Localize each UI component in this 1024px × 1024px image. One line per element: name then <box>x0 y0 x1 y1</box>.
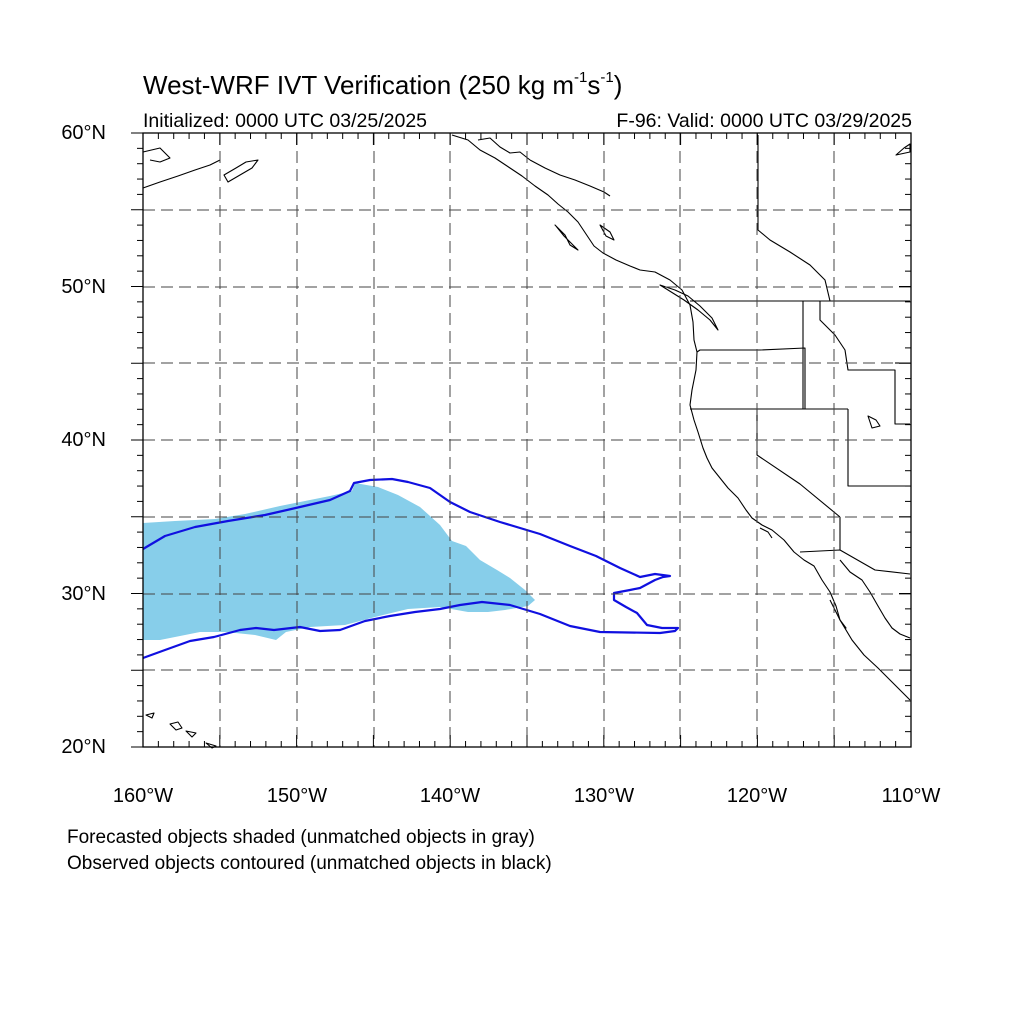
observed-note: Observed objects contoured (unmatched ob… <box>67 853 552 874</box>
graticule <box>143 133 911 747</box>
lon-label-110w: 110°W <box>881 785 941 807</box>
lon-label-120w: 120°W <box>726 785 788 807</box>
initialized-time: Initialized: 0000 UTC 03/25/2025 <box>143 110 428 132</box>
valid-time: F-96: Valid: 0000 UTC 03/29/2025 <box>616 110 912 132</box>
forecast-object <box>143 483 535 640</box>
forecast-note: Forecasted objects shaded (unmatched obj… <box>67 827 535 848</box>
lat-label-20: 20°N <box>61 736 106 758</box>
lat-label-30: 30°N <box>61 583 106 605</box>
lon-label-140w: 140°W <box>419 785 481 807</box>
axis-ticks <box>131 132 912 748</box>
lat-label-50: 50°N <box>61 276 106 298</box>
coastlines <box>142 134 911 749</box>
lon-label-160w: 160°W <box>112 785 174 807</box>
lat-label-40: 40°N <box>61 429 106 451</box>
lat-label-60: 60°N <box>61 122 106 144</box>
map-title: West-WRF IVT Verification (250 kg m-1s-1… <box>143 69 623 100</box>
lon-label-150w: 150°W <box>266 785 328 807</box>
lon-label-130w: 130°W <box>573 785 635 807</box>
